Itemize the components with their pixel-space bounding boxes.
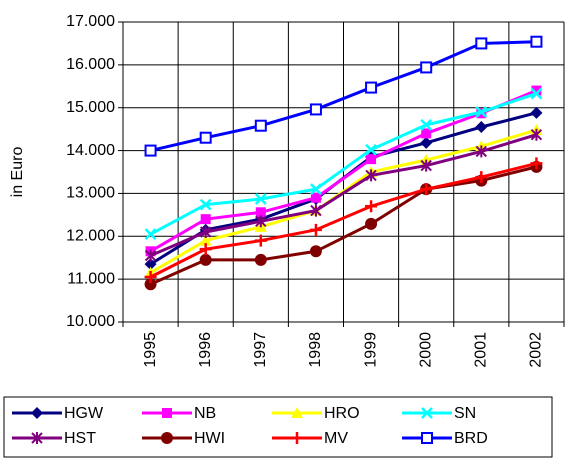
x-tick-label: 1997 <box>252 332 269 368</box>
marker <box>420 118 433 131</box>
y-tick-label: 16.000 <box>66 56 115 73</box>
marker <box>144 278 157 291</box>
marker <box>144 271 157 283</box>
marker <box>200 214 211 225</box>
marker <box>530 106 543 119</box>
marker <box>144 228 157 241</box>
legend-marker <box>162 408 172 418</box>
marker <box>255 207 266 218</box>
x-tick-label: 2000 <box>417 332 434 368</box>
marker <box>420 159 432 172</box>
legend-label: NB <box>194 405 216 422</box>
x-tick-label: 1996 <box>197 332 214 368</box>
series-line <box>149 161 537 279</box>
y-tick-label: 11.000 <box>67 270 115 287</box>
y-tick-label: 15.000 <box>66 99 115 116</box>
marker <box>420 183 433 196</box>
marker <box>254 234 267 247</box>
series-line <box>149 133 537 257</box>
y-axis-label: in Euro <box>9 147 26 198</box>
marker <box>530 87 543 100</box>
marker <box>144 258 157 271</box>
marker <box>366 154 377 165</box>
marker <box>254 119 267 132</box>
marker <box>309 103 322 116</box>
x-tick-label: 1995 <box>142 332 159 368</box>
marker <box>199 226 212 238</box>
marker <box>420 61 433 74</box>
marker <box>530 35 543 48</box>
series-line <box>149 92 537 236</box>
legend-label: HST <box>64 430 96 447</box>
legend-label: SN <box>454 405 476 422</box>
series-line <box>149 89 538 253</box>
y-tick-label: 10.000 <box>66 313 115 330</box>
legend-marker <box>291 407 303 418</box>
marker <box>475 37 488 50</box>
x-tick-label: 2001 <box>473 332 490 368</box>
legend-label: HWI <box>194 430 225 447</box>
marker <box>255 215 267 228</box>
marker <box>475 106 488 118</box>
marker <box>530 157 543 170</box>
marker <box>365 81 378 94</box>
legend-label: MV <box>324 430 348 447</box>
y-tick-label: 13.000 <box>66 185 115 202</box>
marker <box>365 143 377 156</box>
x-tick-label: 2002 <box>528 332 545 368</box>
marker <box>254 253 267 266</box>
marker <box>199 131 212 144</box>
y-tick-label: 12.000 <box>66 228 115 245</box>
marker <box>475 145 488 158</box>
marker <box>309 223 322 236</box>
marker <box>309 245 322 258</box>
legend-marker <box>421 432 433 444</box>
marker <box>199 243 212 256</box>
marker <box>365 169 377 182</box>
legend-marker <box>421 407 433 419</box>
marker <box>199 198 212 211</box>
marker <box>475 121 488 133</box>
marker <box>365 217 378 230</box>
series-line <box>150 40 537 153</box>
series-line <box>149 165 537 286</box>
marker <box>199 234 212 246</box>
y-tick-label: 14.000 <box>66 142 115 159</box>
marker <box>254 193 267 205</box>
marker <box>420 136 433 149</box>
legend-label: HGW <box>64 405 104 422</box>
marker <box>530 128 543 141</box>
marker <box>199 253 212 266</box>
legend-marker <box>291 432 303 444</box>
legend-box <box>3 396 553 458</box>
x-tick-label: 1998 <box>307 332 324 368</box>
marker <box>310 183 322 196</box>
marker <box>531 85 542 96</box>
legend-marker <box>31 407 43 419</box>
marker <box>144 249 157 262</box>
marker <box>475 171 488 184</box>
x-tick-label: 1999 <box>362 332 379 368</box>
marker <box>421 128 432 139</box>
legend-marker <box>31 432 43 444</box>
marker <box>310 192 321 203</box>
y-tick-label: 17.000 <box>66 13 115 30</box>
legend-label: HRO <box>324 405 360 422</box>
marker <box>310 204 322 217</box>
legend-label: BRD <box>454 430 488 447</box>
marker <box>365 200 378 213</box>
legend-marker <box>161 432 173 444</box>
marker <box>144 144 157 157</box>
